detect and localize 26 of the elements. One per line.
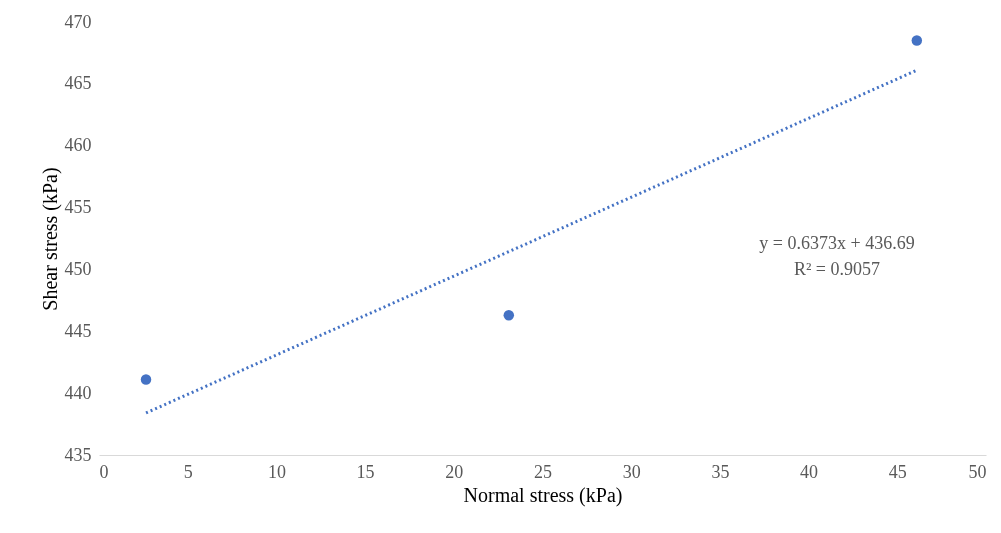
- x-tick-label: 30: [622, 461, 641, 482]
- x-tick-label: 5: [183, 461, 193, 482]
- point: [503, 309, 515, 321]
- annotation: y = 0.6373x + 436.69: [759, 233, 915, 253]
- y-tick-label: 440: [64, 382, 92, 403]
- y-tick-label: 470: [64, 11, 92, 32]
- y-tick-label: 465: [64, 73, 92, 94]
- x-tick-label: 45: [888, 461, 907, 482]
- y-tick-label: 450: [64, 258, 92, 279]
- x-tick-label: 40: [800, 461, 819, 482]
- y-tick-label: 435: [64, 444, 92, 465]
- annotation: R² = 0.9057: [793, 259, 881, 279]
- y-tick-label: 455: [64, 197, 92, 218]
- y-tick-label: 445: [64, 320, 92, 341]
- x-tick-label: 20: [445, 461, 464, 482]
- x-axis-title: Normal stress (kPa): [463, 483, 623, 507]
- y-tick-label: 460: [64, 135, 92, 156]
- x-tick-label: 10: [267, 461, 286, 482]
- x-tick-label: 25: [534, 461, 552, 482]
- x-tick-label: 15: [356, 461, 375, 482]
- x-tick-label: 50: [968, 461, 987, 482]
- y-axis-title: Shear stress (kPa): [38, 167, 62, 311]
- point: [911, 35, 923, 46]
- x-tick-label: 35: [711, 461, 730, 482]
- x-tick-label: 0: [99, 461, 109, 482]
- point: [140, 374, 152, 385]
